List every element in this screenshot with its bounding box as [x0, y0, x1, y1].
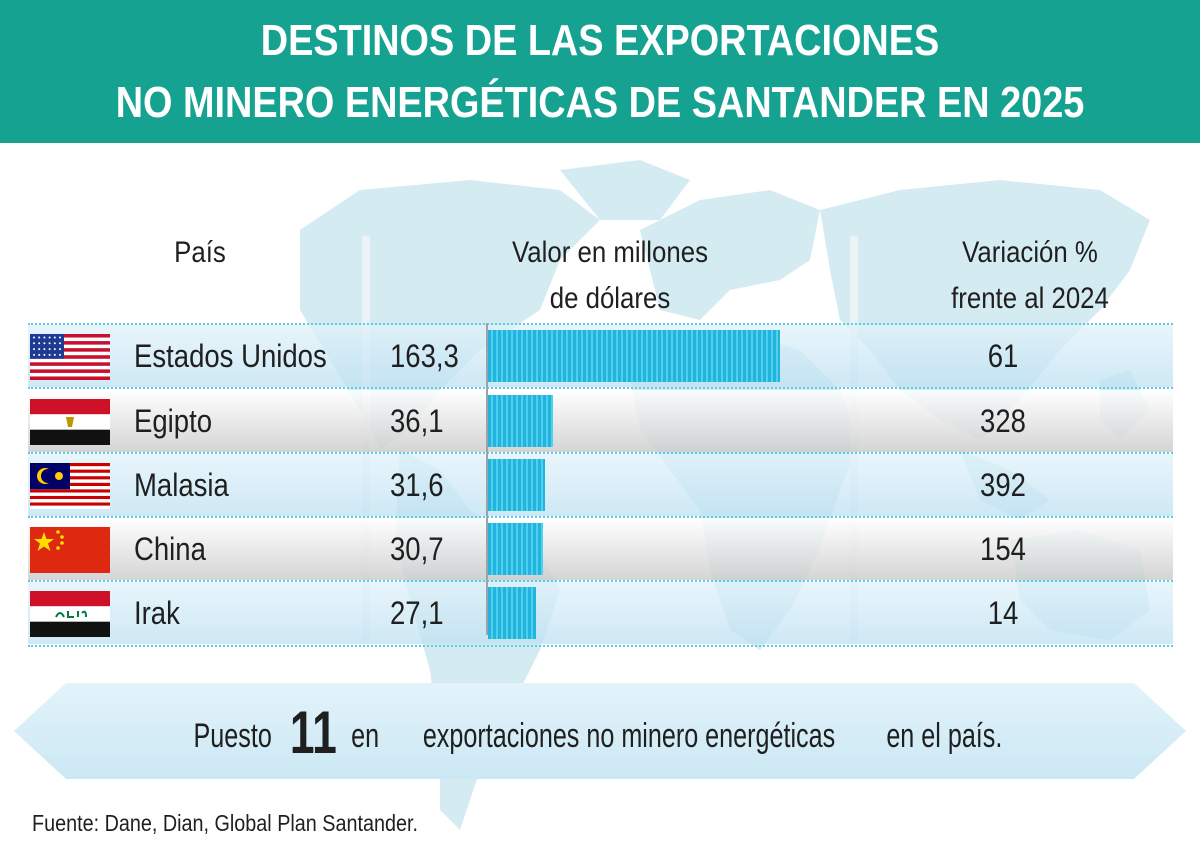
egypt-flag — [30, 399, 110, 445]
table-row: Egipto 36,1 328 — [28, 390, 1173, 452]
iraq-flag — [30, 591, 110, 637]
ranking-middle: en — [351, 717, 380, 755]
ranking-highlight: exportaciones no minero energéticas — [423, 717, 836, 755]
usa-flag — [30, 334, 110, 380]
variation-label: 154 — [980, 531, 1026, 567]
variation-header-line-1: Variación % — [962, 236, 1098, 269]
variation-label: 392 — [980, 467, 1026, 503]
country-label: Estados Unidos — [134, 338, 327, 374]
value-label: 30,7 — [390, 531, 444, 567]
variation-header-line-2: frente al 2024 — [951, 282, 1109, 315]
value-label: 163,3 — [390, 338, 459, 374]
variation-label: 328 — [980, 403, 1026, 439]
table-row: Malasia 31,6 392 — [28, 454, 1173, 516]
value-bar — [488, 587, 537, 639]
variation-label: 14 — [987, 595, 1019, 631]
row-separator — [28, 323, 1173, 325]
chart-title-line-2: NO MINERO ENERGÉTICAS DE SANTANDER EN 20… — [115, 78, 1085, 127]
title-band — [0, 0, 1200, 143]
value-column-header: Valor en millones de dólares — [464, 230, 756, 322]
ranking-prefix: Puesto — [193, 717, 273, 755]
malaysia-flag — [30, 463, 110, 509]
value-header-line-1: Valor en millones — [512, 236, 708, 269]
value-bar — [488, 459, 545, 511]
row-separator — [28, 387, 1173, 389]
country-label: Malasia — [134, 467, 229, 503]
value-bar — [488, 330, 780, 382]
country-label: Irak — [134, 595, 180, 631]
variation-label: 61 — [987, 338, 1019, 374]
variation-column-header: Variación % frente al 2024 — [918, 230, 1142, 322]
value-label: 31,6 — [390, 467, 444, 503]
row-separator — [28, 516, 1173, 518]
row-separator — [28, 645, 1173, 647]
china-flag — [30, 527, 110, 573]
table-row: Irak 27,1 14 — [28, 582, 1173, 644]
ranking-number: 11 — [290, 699, 338, 766]
value-bar — [488, 523, 543, 575]
country-label: Egipto — [134, 403, 213, 439]
ranking-suffix: en el país. — [887, 717, 1004, 755]
value-label: 27,1 — [390, 595, 444, 631]
source-note: Fuente: Dane, Dian, Global Plan Santande… — [32, 810, 418, 836]
chart-title-line-1: DESTINOS DE LAS EXPORTACIONES — [260, 16, 940, 65]
ranking-statement: Puesto 11 en exportaciones no minero ene… — [0, 683, 1200, 783]
bar-axis-line — [486, 323, 488, 635]
table-row: China 30,7 154 — [28, 518, 1173, 580]
value-label: 36,1 — [390, 403, 444, 439]
table-row: Estados Unidos 163,3 61 — [28, 325, 1173, 387]
country-label: China — [134, 531, 206, 567]
row-separator — [28, 452, 1173, 454]
value-bar — [488, 395, 553, 447]
footer-banner — [14, 683, 1186, 779]
country-column-header: País — [131, 230, 269, 276]
row-separator — [28, 580, 1173, 582]
country-header-label: País — [174, 236, 226, 269]
value-header-line-2: de dólares — [549, 282, 671, 315]
